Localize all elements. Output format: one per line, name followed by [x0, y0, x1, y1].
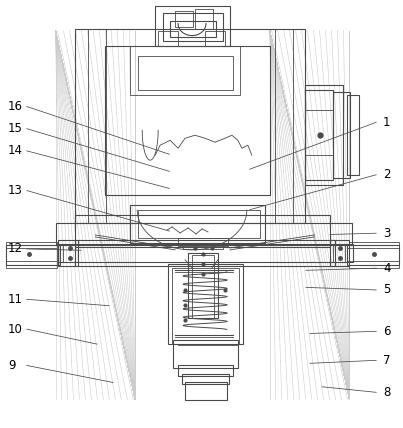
Text: 11: 11: [8, 293, 23, 306]
Bar: [183, 243, 223, 249]
Bar: [168, 264, 243, 344]
Bar: [192, 255, 214, 318]
Bar: [88, 29, 106, 223]
Bar: [178, 365, 233, 377]
Bar: [330, 240, 349, 266]
Text: 2: 2: [383, 168, 391, 181]
Text: 13: 13: [8, 184, 23, 197]
Bar: [105, 45, 270, 195]
Text: 9: 9: [8, 359, 15, 372]
Bar: [75, 29, 305, 223]
Bar: [130, 45, 240, 95]
Bar: [170, 21, 216, 36]
Bar: [205, 30, 225, 45]
Bar: [58, 244, 353, 262]
Text: 15: 15: [8, 122, 23, 135]
Bar: [6, 242, 58, 268]
Bar: [155, 6, 230, 45]
Bar: [332, 92, 351, 178]
Bar: [275, 29, 293, 223]
Bar: [138, 56, 233, 90]
Bar: [172, 268, 239, 344]
Text: 5: 5: [383, 283, 391, 297]
Bar: [56, 223, 353, 245]
Text: 3: 3: [383, 227, 391, 240]
Bar: [173, 339, 238, 368]
Bar: [347, 245, 399, 265]
Bar: [178, 238, 228, 246]
Text: 8: 8: [383, 386, 391, 399]
Bar: [163, 13, 223, 41]
Text: 1: 1: [383, 116, 391, 129]
Bar: [58, 240, 79, 266]
Bar: [185, 383, 227, 400]
Bar: [305, 90, 332, 180]
Bar: [305, 86, 343, 185]
Bar: [75, 240, 334, 266]
Text: 6: 6: [383, 325, 391, 338]
Bar: [138, 210, 260, 238]
Text: 14: 14: [8, 144, 23, 158]
Bar: [6, 245, 60, 265]
Bar: [175, 11, 193, 27]
Text: 10: 10: [8, 323, 23, 336]
Bar: [195, 9, 213, 29]
Bar: [349, 242, 399, 268]
Bar: [130, 205, 265, 243]
Text: 12: 12: [8, 243, 23, 256]
Bar: [332, 244, 345, 262]
Bar: [158, 30, 178, 45]
Bar: [182, 374, 229, 384]
Text: 4: 4: [383, 262, 391, 275]
Text: 16: 16: [8, 100, 23, 113]
Bar: [347, 95, 359, 175]
Text: 7: 7: [383, 354, 391, 367]
Bar: [75, 215, 330, 247]
Bar: [64, 244, 75, 262]
Bar: [188, 253, 218, 318]
